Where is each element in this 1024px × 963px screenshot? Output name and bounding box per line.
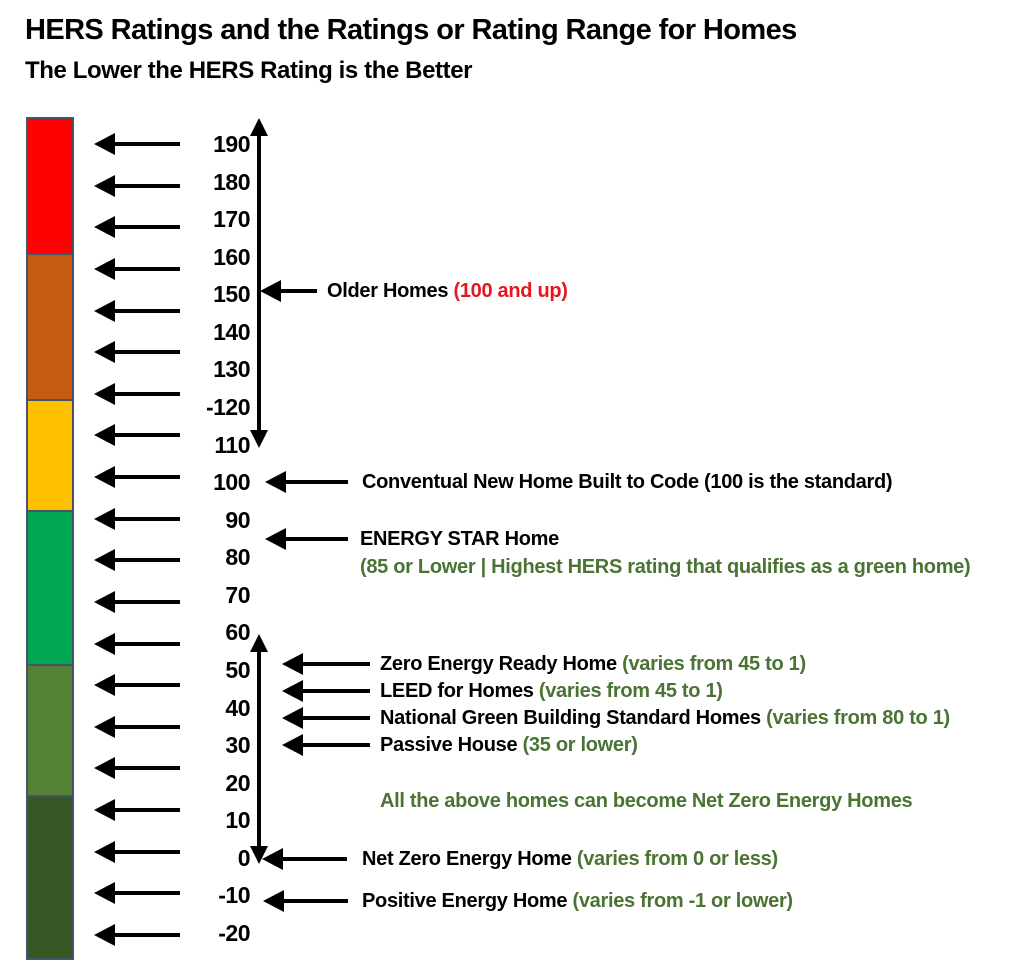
zero-energy-ready-home-label-part: (varies from 45 to 1) bbox=[622, 653, 806, 675]
tick-arrow bbox=[94, 632, 180, 655]
conventional-new-home-arrow bbox=[265, 471, 348, 493]
zero-energy-ready-home-label: Zero Energy Ready Home (varies from 45 t… bbox=[380, 650, 806, 678]
tick-label-60: 60 bbox=[225, 619, 250, 646]
hers-color-scale-bar bbox=[26, 117, 74, 960]
energy-star-home-label: ENERGY STAR Home bbox=[360, 525, 559, 553]
leed-for-homes-label-part: (varies from 45 to 1) bbox=[538, 680, 723, 702]
tick-label-100: 100 bbox=[213, 469, 250, 496]
zero-energy-ready-home-arrow bbox=[282, 653, 370, 675]
energy-star-home-label-part: ENERGY STAR Home bbox=[360, 528, 559, 550]
zero-energy-ready-home-label-part: Zero Energy Ready Home bbox=[380, 653, 623, 675]
net-zero-note-label-part: All the above homes can become Net Zero … bbox=[380, 790, 913, 812]
older-homes-label-part: Older Homes bbox=[327, 280, 454, 302]
positive-energy-home-label-part: (varies from -1 or lower) bbox=[572, 890, 793, 912]
bar-segment-dark-green bbox=[28, 795, 72, 958]
tick-label-160: 160 bbox=[213, 243, 250, 270]
tick-label-150: 150 bbox=[213, 281, 250, 308]
conventional-new-home-label: Conventual New Home Built to Code (100 i… bbox=[362, 468, 893, 496]
tick-label--120: -120 bbox=[205, 393, 251, 420]
net-zero-energy-home-label-part: (varies from 0 or less) bbox=[576, 848, 778, 870]
tick-label-90: 90 bbox=[225, 506, 250, 533]
tick-label-180: 180 bbox=[213, 168, 250, 195]
bar-segment-green bbox=[28, 510, 72, 664]
tick-label-0: 0 bbox=[237, 844, 251, 871]
tick-arrow bbox=[94, 674, 180, 697]
tick-arrow bbox=[94, 882, 180, 905]
older-homes-label: Older Homes (100 and up) bbox=[327, 277, 568, 305]
tick-arrow bbox=[94, 840, 180, 863]
page-title: HERS Ratings and the Ratings or Rating R… bbox=[25, 14, 797, 46]
tick-label-70: 70 bbox=[225, 581, 250, 608]
passive-house-arrow bbox=[282, 734, 370, 756]
net-zero-note-label: All the above homes can become Net Zero … bbox=[380, 787, 913, 815]
net-zero-energy-home-label: Net Zero Energy Home (varies from 0 or l… bbox=[362, 845, 778, 873]
energy-star-note-label-part: (85 or Lower | Highest HERS rating that … bbox=[360, 556, 971, 578]
tick-arrow bbox=[94, 757, 180, 780]
tick-arrow bbox=[94, 257, 180, 280]
tick-label-170: 170 bbox=[213, 206, 250, 233]
tick-arrow bbox=[94, 549, 180, 572]
tick-label-50: 50 bbox=[225, 656, 250, 683]
tick-label-10: 10 bbox=[225, 807, 250, 834]
tick-arrow bbox=[94, 507, 180, 530]
tick-arrow bbox=[94, 799, 180, 822]
tick-arrow bbox=[94, 341, 180, 364]
tick-arrow bbox=[94, 382, 180, 405]
national-green-building-label: National Green Building Standard Homes (… bbox=[380, 704, 950, 732]
leed-for-homes-label-part: LEED for Homes bbox=[380, 680, 539, 702]
tick-arrow bbox=[94, 924, 180, 946]
energy-star-home-arrow bbox=[265, 528, 348, 550]
green-homes-range-arrow bbox=[250, 634, 268, 864]
tick-label-30: 30 bbox=[225, 732, 250, 759]
tick-arrow bbox=[94, 174, 180, 197]
tick-label-110: 110 bbox=[214, 431, 250, 458]
passive-house-label-part: Passive House bbox=[380, 734, 523, 756]
older-homes-label-part: (100 and up) bbox=[453, 280, 568, 302]
tick-label-190: 190 bbox=[213, 131, 250, 157]
passive-house-label: Passive House (35 or lower) bbox=[380, 731, 638, 759]
tick-arrow bbox=[94, 216, 180, 239]
bar-segment-orange bbox=[28, 253, 72, 399]
tick-label-130: 130 bbox=[213, 356, 250, 383]
national-green-building-label-part: National Green Building Standard Homes bbox=[380, 707, 767, 729]
tick-arrow bbox=[94, 715, 180, 738]
tick-label-140: 140 bbox=[213, 318, 250, 345]
page-subtitle: The Lower the HERS Rating is the Better bbox=[25, 57, 473, 84]
net-zero-energy-home-label-part: Net Zero Energy Home bbox=[362, 848, 577, 870]
passive-house-label-part: (35 or lower) bbox=[522, 734, 638, 756]
tick-label--10: -10 bbox=[218, 882, 250, 909]
older-homes-arrow bbox=[260, 280, 317, 302]
tick-arrow bbox=[94, 424, 180, 447]
net-zero-energy-home-arrow bbox=[262, 848, 347, 870]
bar-segment-red bbox=[28, 119, 72, 253]
positive-energy-home-label: Positive Energy Home (varies from -1 or … bbox=[362, 887, 793, 915]
tick-label-40: 40 bbox=[225, 694, 250, 721]
bar-segment-olive-green bbox=[28, 664, 72, 795]
older-homes-range-arrow bbox=[250, 118, 268, 448]
leed-for-homes-arrow bbox=[282, 680, 370, 702]
tick-arrow bbox=[94, 590, 180, 613]
tick-arrow bbox=[94, 466, 180, 489]
positive-energy-home-label-part: Positive Energy Home bbox=[362, 890, 573, 912]
bar-segment-yellow bbox=[28, 399, 72, 510]
conventional-new-home-label-part: Conventual New Home Built to Code (100 i… bbox=[362, 471, 893, 493]
national-green-building-arrow bbox=[282, 707, 370, 729]
positive-energy-home-arrow bbox=[263, 890, 348, 912]
tick-label--20: -20 bbox=[218, 919, 250, 946]
tick-arrow bbox=[94, 299, 180, 322]
tick-label-80: 80 bbox=[225, 544, 250, 571]
leed-for-homes-label: LEED for Homes (varies from 45 to 1) bbox=[380, 677, 723, 705]
tick-arrow bbox=[94, 133, 180, 155]
tick-label-20: 20 bbox=[225, 769, 250, 796]
national-green-building-label-part: (varies from 80 to 1) bbox=[766, 707, 950, 729]
energy-star-note-label: (85 or Lower | Highest HERS rating that … bbox=[360, 553, 971, 581]
